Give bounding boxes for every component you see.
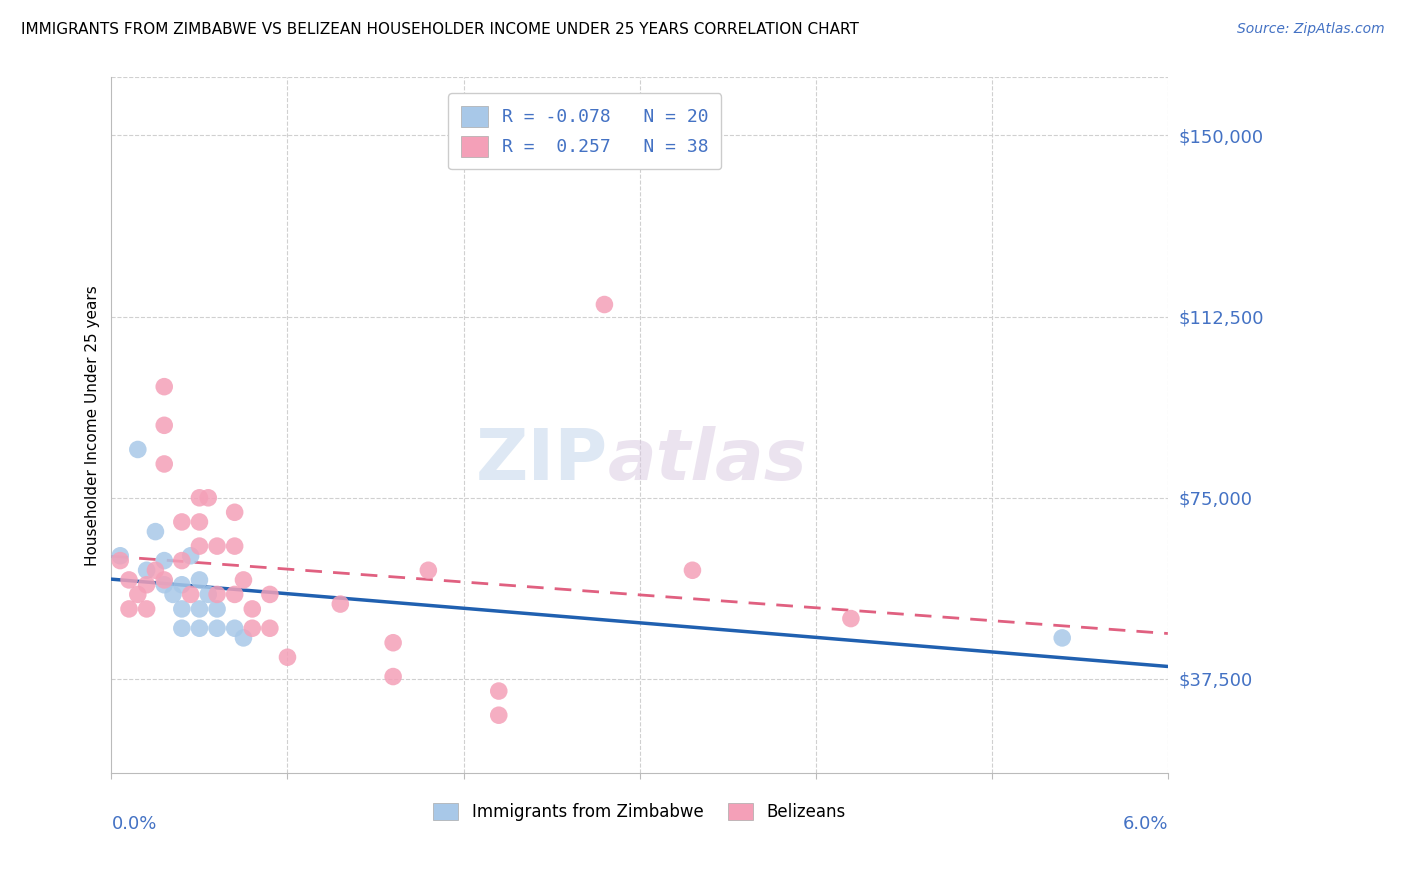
- Point: [170, 602, 193, 616]
- Point: [197, 587, 219, 601]
- Point: [593, 297, 616, 311]
- Point: [259, 587, 281, 601]
- Point: [1050, 631, 1073, 645]
- Point: [382, 669, 405, 683]
- Point: [145, 563, 167, 577]
- Point: [153, 418, 176, 433]
- Point: [135, 578, 157, 592]
- Point: [153, 573, 176, 587]
- Y-axis label: Householder Income Under 25 years: Householder Income Under 25 years: [86, 285, 100, 566]
- Legend: Immigrants from Zimbabwe, Belizeans: Immigrants from Zimbabwe, Belizeans: [426, 796, 852, 828]
- Point: [188, 621, 211, 635]
- Point: [418, 563, 440, 577]
- Point: [224, 587, 246, 601]
- Point: [224, 621, 246, 635]
- Text: Source: ZipAtlas.com: Source: ZipAtlas.com: [1237, 22, 1385, 37]
- Text: 6.0%: 6.0%: [1122, 815, 1168, 833]
- Point: [839, 611, 862, 625]
- Point: [135, 602, 157, 616]
- Point: [118, 602, 141, 616]
- Point: [180, 587, 202, 601]
- Point: [382, 636, 405, 650]
- Point: [188, 539, 211, 553]
- Point: [276, 650, 298, 665]
- Point: [197, 491, 219, 505]
- Point: [681, 563, 703, 577]
- Point: [232, 631, 254, 645]
- Point: [127, 442, 149, 457]
- Point: [153, 553, 176, 567]
- Point: [180, 549, 202, 563]
- Point: [488, 708, 510, 723]
- Point: [188, 515, 211, 529]
- Point: [170, 578, 193, 592]
- Point: [162, 587, 184, 601]
- Point: [224, 505, 246, 519]
- Point: [153, 379, 176, 393]
- Point: [110, 553, 132, 567]
- Point: [329, 597, 352, 611]
- Point: [488, 684, 510, 698]
- Point: [205, 539, 228, 553]
- Point: [118, 573, 141, 587]
- Point: [205, 602, 228, 616]
- Point: [224, 539, 246, 553]
- Point: [145, 524, 167, 539]
- Point: [240, 621, 263, 635]
- Point: [153, 578, 176, 592]
- Point: [205, 587, 228, 601]
- Point: [205, 621, 228, 635]
- Text: 0.0%: 0.0%: [111, 815, 157, 833]
- Point: [259, 621, 281, 635]
- Point: [153, 457, 176, 471]
- Point: [127, 587, 149, 601]
- Point: [170, 553, 193, 567]
- Text: ZIP: ZIP: [475, 425, 607, 494]
- Point: [110, 549, 132, 563]
- Text: atlas: atlas: [607, 425, 807, 494]
- Point: [188, 573, 211, 587]
- Point: [170, 515, 193, 529]
- Point: [135, 563, 157, 577]
- Point: [188, 602, 211, 616]
- Text: IMMIGRANTS FROM ZIMBABWE VS BELIZEAN HOUSEHOLDER INCOME UNDER 25 YEARS CORRELATI: IMMIGRANTS FROM ZIMBABWE VS BELIZEAN HOU…: [21, 22, 859, 37]
- Point: [170, 621, 193, 635]
- Point: [188, 491, 211, 505]
- Point: [232, 573, 254, 587]
- Point: [240, 602, 263, 616]
